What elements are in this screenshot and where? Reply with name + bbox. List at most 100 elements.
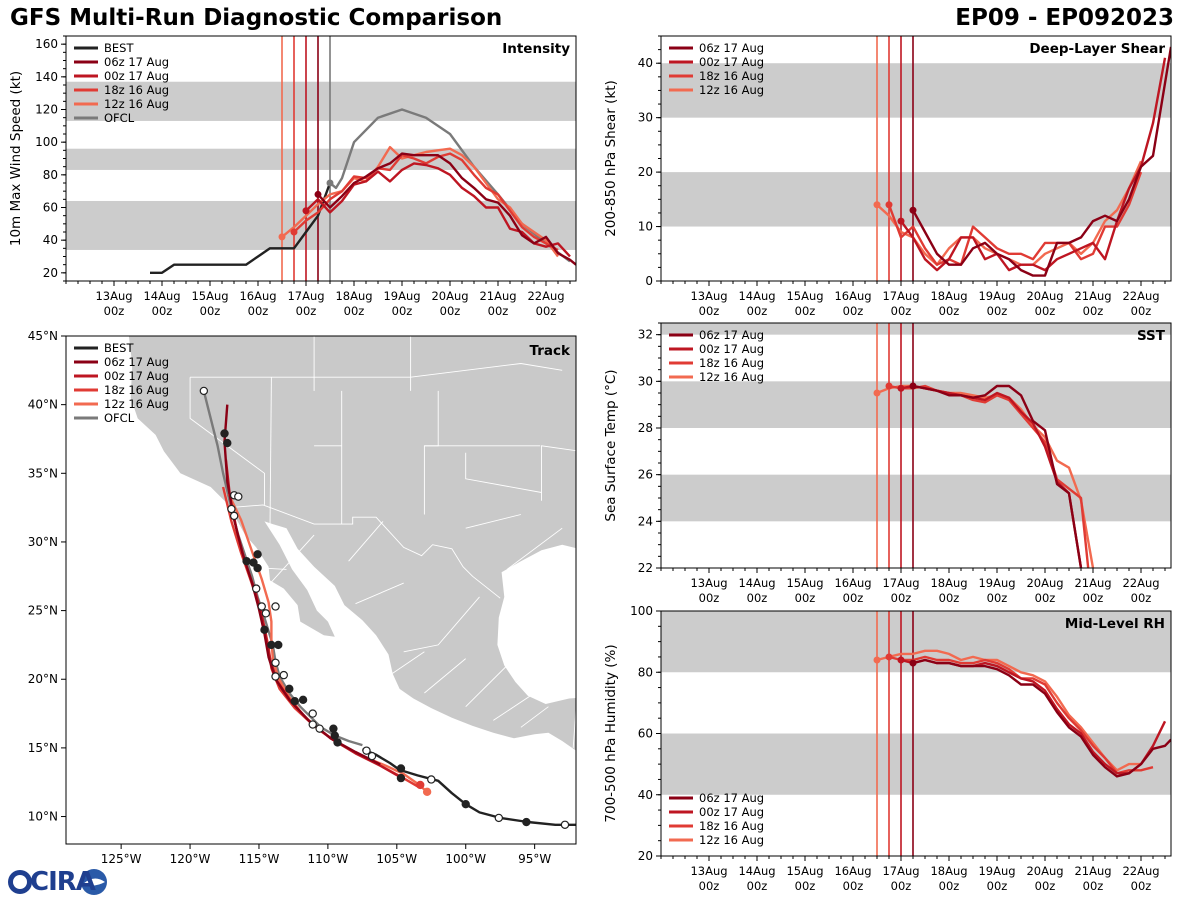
track-line-12z-16-Aug	[227, 493, 428, 793]
x-tick-label-hour: 00z	[987, 304, 1008, 318]
x-tick-label-day: 21Aug	[1074, 864, 1111, 878]
x-tick-label-hour: 00z	[200, 304, 221, 318]
x-tick-label-day: 14Aug	[738, 576, 775, 590]
series-start-point	[873, 389, 881, 397]
x-tick-label-hour: 00z	[843, 879, 864, 893]
x-tick-label-day: 22Aug	[1122, 576, 1159, 590]
x-tick-label-day: 20Aug	[431, 289, 468, 303]
legend-label: 18z 16 Aug	[699, 69, 764, 83]
legend-label: 00z 17 Aug	[104, 369, 169, 383]
y-axis-label: Sea Surface Temp (°C)	[603, 369, 619, 521]
track-point	[271, 602, 280, 611]
series-start-point	[897, 384, 905, 392]
storm-id-title: EP09 - EP092023	[955, 5, 1174, 31]
legend-label: BEST	[104, 41, 134, 55]
track-point	[271, 672, 280, 681]
series-start-point	[314, 190, 322, 198]
track-point	[416, 780, 425, 790]
border-line	[465, 665, 508, 708]
x-tick-label-day: 13Aug	[690, 289, 727, 303]
x-tick-label-day: 15Aug	[786, 576, 823, 590]
lat-tick-label: 30°N	[28, 535, 58, 549]
y-tick-label: 22	[638, 561, 653, 575]
panel-title: Track	[530, 343, 571, 359]
x-tick-label-day: 18Aug	[930, 864, 967, 878]
series-line-18z-16-Aug	[293, 152, 559, 252]
legend-label: 06z 17 Aug	[104, 355, 169, 369]
x-tick-label-day: 13Aug	[95, 289, 132, 303]
x-tick-label-hour: 00z	[939, 591, 960, 605]
lat-tick-label: 10°N	[28, 810, 58, 824]
track-point	[308, 720, 317, 729]
x-tick-label-day: 14Aug	[143, 289, 180, 303]
series-start-point	[885, 653, 893, 661]
lon-tick-label: 95°W	[518, 852, 551, 866]
x-tick-label-day: 17Aug	[882, 576, 919, 590]
track-point	[367, 751, 377, 761]
cira-logo-text: CIRA	[30, 867, 96, 897]
legend-label: 00z 17 Aug	[699, 342, 764, 356]
x-tick-label-day: 14Aug	[738, 289, 775, 303]
track-point	[422, 787, 432, 797]
track-point	[298, 695, 308, 705]
x-tick-label-hour: 00z	[699, 879, 720, 893]
track-point	[229, 511, 239, 521]
x-tick-label-day: 19Aug	[383, 289, 420, 303]
series-start-point	[909, 659, 917, 667]
lon-tick-label: 125°W	[101, 852, 142, 866]
x-tick-label-hour: 00z	[891, 304, 912, 318]
map-area	[66, 336, 576, 844]
x-tick-label-day: 15Aug	[786, 864, 823, 878]
shade-band	[66, 81, 576, 121]
x-tick-label-day: 17Aug	[882, 864, 919, 878]
y-tick-label: 80	[638, 665, 653, 679]
x-tick-label-hour: 00z	[1035, 879, 1056, 893]
series-line-00z-17-Aug	[305, 162, 571, 258]
legend-label: 06z 17 Aug	[699, 791, 764, 805]
x-tick-label-day: 20Aug	[1026, 864, 1063, 878]
axes-frame	[660, 322, 1172, 569]
shade-band	[661, 474, 1171, 522]
x-tick-label-hour: 00z	[987, 591, 1008, 605]
legend-label: 06z 17 Aug	[699, 328, 764, 342]
x-tick-label-hour: 00z	[1131, 591, 1152, 605]
x-tick-label-hour: 00z	[104, 304, 125, 318]
x-tick-label-hour: 00z	[699, 591, 720, 605]
legend-label: OFCL	[104, 411, 135, 425]
x-tick-label-day: 18Aug	[930, 576, 967, 590]
track-point	[260, 625, 269, 635]
x-tick-label-day: 13Aug	[690, 864, 727, 878]
series-line-12z-16-Aug	[281, 145, 559, 258]
y-tick-label: 60	[43, 201, 58, 215]
track-point	[396, 773, 406, 783]
panel-title: Deep-Layer Shear	[1029, 41, 1165, 57]
panel-title: SST	[1137, 328, 1166, 344]
series-start-point	[897, 656, 905, 664]
border-line	[389, 651, 425, 676]
plot-area-sst	[661, 323, 1171, 568]
lat-tick-label: 15°N	[28, 741, 58, 755]
page-title: GFS Multi-Run Diagnostic Comparison	[10, 5, 503, 31]
x-tick-label-hour: 00z	[699, 304, 720, 318]
shade-band	[661, 63, 1171, 118]
x-tick-label-hour: 00z	[795, 591, 816, 605]
lon-tick-label: 110°W	[308, 852, 349, 866]
y-tick-label: 40	[43, 233, 58, 247]
border-line	[229, 504, 501, 599]
track-point	[330, 731, 339, 740]
border-line	[348, 521, 384, 562]
y-tick-label: 30	[638, 111, 653, 125]
panel-rh: 2040608010013Aug00z14Aug00z15Aug00z16Aug…	[603, 604, 1172, 893]
border-line	[269, 377, 272, 529]
legend-label: 12z 16 Aug	[104, 397, 169, 411]
panel-track: 125°W 120°W 115°W 110°W 105°W 100°W 95°W 10°N 15…	[28, 329, 577, 866]
legend-label: 18z 16 Aug	[104, 83, 169, 97]
x-tick-label-day: 22Aug	[1122, 864, 1159, 878]
x-tick-label-hour: 00z	[440, 304, 461, 318]
shade-band	[66, 148, 576, 170]
track-point	[461, 799, 470, 809]
legend-label: 18z 16 Aug	[699, 819, 764, 833]
y-tick-label: 32	[638, 328, 653, 342]
x-tick-label-hour: 00z	[1035, 591, 1056, 605]
series-start-point	[290, 228, 298, 236]
